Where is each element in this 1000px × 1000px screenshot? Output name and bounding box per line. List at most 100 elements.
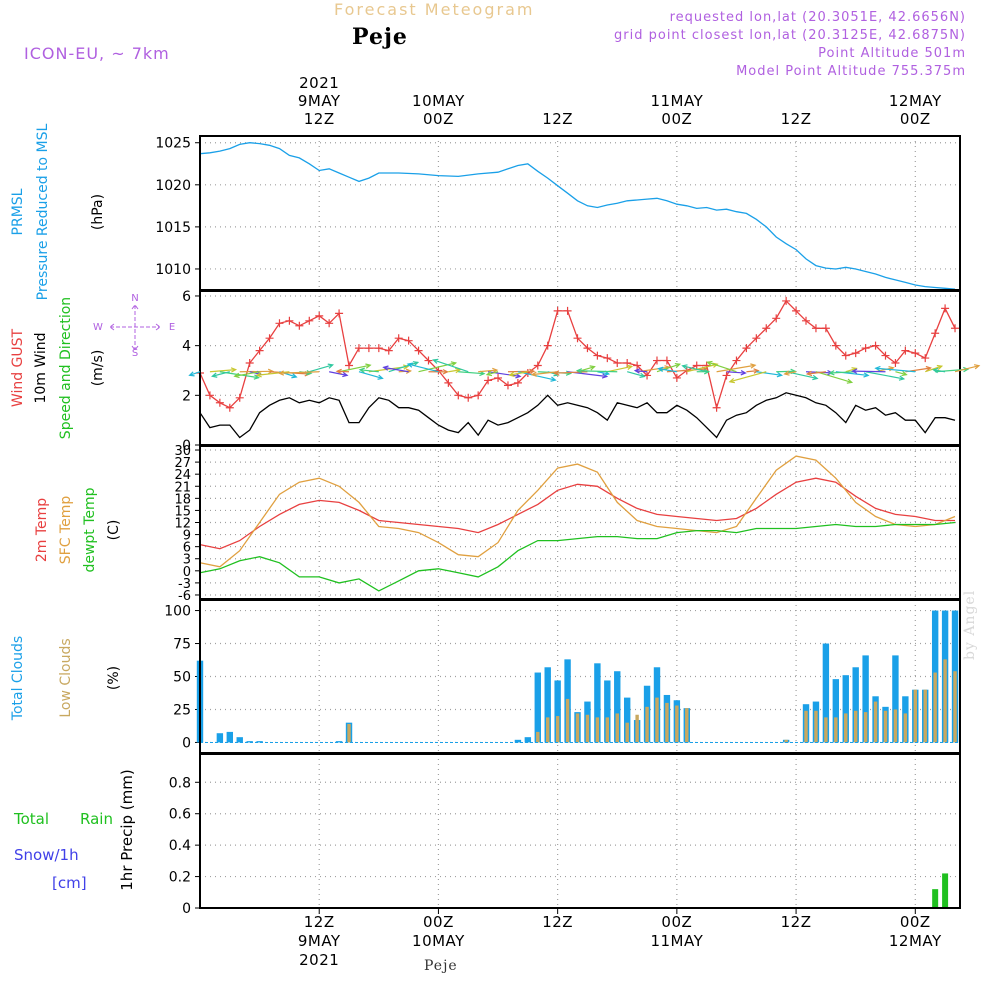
low-cloud-bar [615,713,619,743]
wind-arrow [682,365,707,373]
wind-arrow [338,364,371,373]
bottom-time-label: 00Z [423,913,454,931]
wind-arrow [875,367,916,373]
low-cloud-bar [655,697,659,743]
wind-arrow [815,371,852,383]
wind-arrow-head [365,363,372,369]
y-tick-label: 15 [174,504,191,519]
low-cloud-bar [844,713,848,743]
wind-arrow-head [492,367,499,374]
temp-sfc-label: SFC Temp [58,496,74,565]
wind-arrow [852,370,886,373]
wind-arrow-head [936,364,944,371]
compass-e: E [169,322,175,333]
model-label: ICON-EU, ~ 7km [24,44,170,63]
gust-marker [305,316,314,325]
low-cloud-bar [546,717,550,743]
gust-marker [573,334,582,343]
gust-marker [692,361,701,370]
wind-arrow-head [846,378,854,384]
gust-marker [553,306,562,315]
y-tick-label: 21 [174,480,191,495]
total-cloud-bar [554,680,561,743]
wind-arrow-head [750,363,757,369]
gust-marker [851,349,860,358]
total-cloud-bar [822,643,830,743]
wind-arrow [635,370,648,373]
bottom-time-label: 12Z [781,913,812,931]
wind-arrow [716,364,756,373]
low-cloud-bar [913,689,917,743]
low-cloud-bar [575,713,580,743]
total-cloud-bar [226,731,234,743]
y-tick-label: 0 [182,438,191,454]
gust-marker [345,361,354,370]
low-cloud-bar [903,713,908,743]
wind-arrow-head [306,369,313,376]
gust-marker [484,376,493,385]
wind-arrow [627,371,645,378]
gust-marker [911,349,920,358]
low-cloud-bar [883,710,888,743]
precip-total-label: Total [13,810,49,828]
gust-marker [702,361,711,370]
y-tick-label: 0.4 [169,838,191,854]
precip-snow-label: Snow/1h [14,846,79,864]
gust-marker [543,341,552,350]
wind-arrow [807,371,826,375]
y-tick-label: 50 [173,670,191,686]
wind-arrow-head [805,370,813,377]
wind-arrow [407,363,439,373]
wind-arrow [658,368,677,373]
low-cloud-bar [873,701,878,743]
low-cloud-bar [933,672,937,743]
total-cloud-bar [544,667,551,743]
wind-arrow-head [327,363,335,369]
wind-arrow [309,364,333,373]
gust-marker [613,359,622,368]
y-tick-label: 0 [183,565,191,580]
gust-marker [732,356,741,365]
gust-marker [414,346,423,355]
precip-unit: 1hr Precip (mm) [118,769,136,890]
gust-marker [901,346,910,355]
wind-arrow-head [515,373,522,379]
wind-arrows [188,358,981,384]
y-tick-label: 1010 [155,262,191,278]
wind-arrow-head [553,370,560,376]
wind-arrow-head [703,369,711,375]
y-tick-label: 1025 [155,136,191,152]
bottom-time-label: 12Z [542,913,573,931]
wind-arrow-head [932,367,939,374]
pressure-label-2: Pressure Reduced to MSL [35,123,51,300]
gust-marker [712,403,721,412]
wind-arrow-head [211,372,218,378]
wind-arrow-head [674,362,682,369]
gust-marker [643,371,652,380]
gust-marker [652,356,661,365]
precip-cm-label: [cm] [52,874,87,892]
wind-arrow-head [740,370,747,376]
gust-marker [891,359,900,368]
panel-frame [199,753,961,909]
low-cloud-bar [595,717,600,743]
compass-w: W [93,322,103,333]
wind-speed-dir-label: Speed and Direction [58,297,74,439]
wind-arrow [729,371,767,383]
series-line-t2m [199,477,955,550]
wind-arrow-head [812,374,819,381]
gust-marker [444,378,453,387]
gust-marker [384,346,393,355]
wind-arrow-head [382,365,389,371]
total-cloud-bar [256,741,263,743]
y-tick-label: 0.6 [169,807,191,823]
wind-arrow [418,362,456,373]
panel-precip: 0 0.2 0.4 0.6 0.8 [169,753,961,917]
wind-arrow-head [508,371,515,378]
wind-arrow [329,371,348,376]
series-line-wind [199,392,956,439]
gust-marker [802,316,811,325]
y-tick-label: 25 [173,702,191,718]
wind-arrow-head [589,365,596,371]
gust-marker [722,371,731,380]
